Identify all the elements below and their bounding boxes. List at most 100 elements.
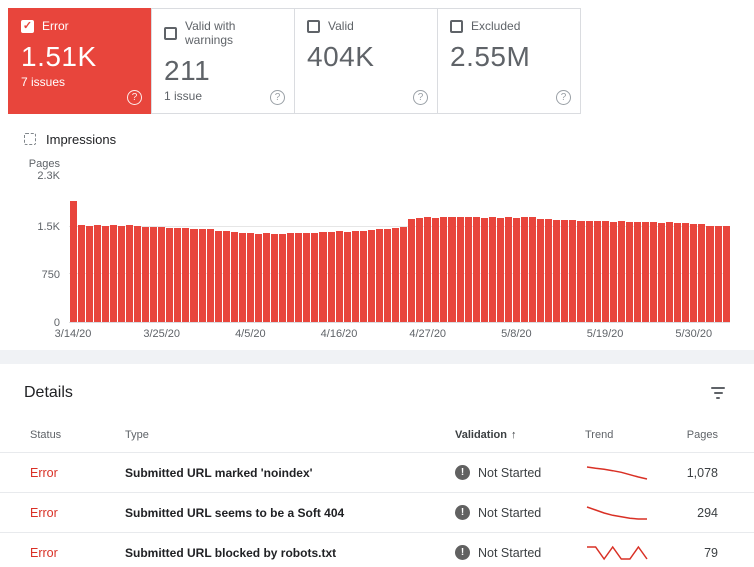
bar[interactable] [214, 230, 222, 322]
bar[interactable] [601, 221, 609, 322]
bar[interactable] [230, 231, 238, 322]
bar[interactable] [504, 217, 512, 322]
card-error[interactable]: ✓ Error 1.51K 7 issues ? [8, 8, 152, 114]
bar[interactable] [553, 219, 561, 322]
bar[interactable] [633, 221, 641, 322]
bar[interactable] [432, 217, 440, 322]
bar[interactable] [85, 225, 93, 322]
valid-warnings-checkbox[interactable] [164, 26, 177, 40]
bar[interactable] [609, 221, 617, 322]
bar[interactable] [698, 223, 706, 322]
bar[interactable] [617, 221, 625, 322]
bar[interactable] [561, 220, 569, 322]
col-header-validation[interactable]: Validation ↑ [455, 429, 517, 441]
bar[interactable] [682, 223, 690, 322]
bar[interactable] [480, 217, 488, 322]
bar[interactable] [714, 225, 722, 322]
excluded-checkbox[interactable] [450, 19, 463, 33]
bar[interactable] [392, 228, 400, 322]
bar[interactable] [198, 229, 206, 322]
bar[interactable] [69, 201, 77, 322]
error-checkbox[interactable]: ✓ [21, 19, 34, 33]
bar[interactable] [706, 226, 714, 322]
bar[interactable] [400, 226, 408, 322]
bar[interactable] [545, 219, 553, 322]
bar[interactable] [246, 233, 254, 322]
bar[interactable] [521, 216, 529, 322]
impressions-toggle[interactable]: Impressions [24, 130, 746, 148]
bar[interactable] [722, 226, 730, 322]
bar[interactable] [456, 216, 464, 322]
bar[interactable] [190, 228, 198, 322]
bar[interactable] [311, 232, 319, 322]
bar[interactable] [142, 227, 150, 322]
bar[interactable] [263, 233, 271, 322]
bar[interactable] [408, 219, 416, 322]
bar[interactable] [448, 216, 456, 322]
bar[interactable] [440, 217, 448, 322]
help-icon[interactable]: ? [270, 90, 285, 105]
card-valid-with-warnings[interactable]: Valid with warnings 211 1 issue ? [151, 8, 295, 114]
bar[interactable] [319, 232, 327, 322]
help-icon[interactable]: ? [127, 90, 142, 105]
bar[interactable] [109, 225, 117, 322]
bar[interactable] [424, 217, 432, 322]
bar[interactable] [690, 223, 698, 322]
bar[interactable] [125, 224, 133, 322]
bar[interactable] [295, 232, 303, 322]
bar[interactable] [416, 217, 424, 322]
bar[interactable] [383, 228, 391, 322]
bar[interactable] [367, 229, 375, 322]
filter-icon[interactable] [708, 384, 728, 402]
bar[interactable] [674, 222, 682, 322]
bar[interactable] [150, 226, 158, 322]
bar[interactable] [271, 234, 279, 322]
valid-checkbox[interactable] [307, 19, 320, 33]
bar[interactable] [496, 217, 504, 322]
bar[interactable] [375, 229, 383, 322]
bar[interactable] [666, 222, 674, 322]
bar[interactable] [182, 228, 190, 322]
bar[interactable] [206, 229, 214, 322]
bar[interactable] [359, 230, 367, 322]
bar[interactable] [158, 227, 166, 322]
bar[interactable] [593, 221, 601, 322]
bar[interactable] [166, 228, 174, 322]
bar[interactable] [77, 224, 85, 322]
bar[interactable] [117, 225, 125, 322]
card-excluded[interactable]: Excluded 2.55M ? [437, 8, 581, 114]
table-row[interactable]: Error Submitted URL seems to be a Soft 4… [0, 492, 754, 532]
bar[interactable] [343, 231, 351, 322]
bar[interactable] [529, 217, 537, 322]
bar[interactable] [641, 222, 649, 322]
bar[interactable] [335, 231, 343, 322]
bar[interactable] [101, 226, 109, 322]
bar[interactable] [488, 217, 496, 322]
bar[interactable] [650, 222, 658, 322]
bar[interactable] [238, 232, 246, 322]
table-row[interactable]: Error Submitted URL blocked by robots.tx… [0, 532, 754, 567]
bar[interactable] [254, 233, 262, 322]
col-header-type[interactable]: Type [125, 429, 149, 441]
bar[interactable] [351, 230, 359, 322]
col-header-trend[interactable]: Trend [585, 429, 614, 441]
table-row[interactable]: Error Submitted URL marked 'noindex' ! N… [0, 452, 754, 492]
bar[interactable] [174, 227, 182, 322]
col-header-pages[interactable]: Pages [686, 429, 718, 441]
bar[interactable] [577, 220, 585, 322]
bar[interactable] [93, 224, 101, 322]
bar[interactable] [658, 222, 666, 322]
bar[interactable] [327, 231, 335, 322]
bar[interactable] [287, 233, 295, 322]
bar[interactable] [585, 221, 593, 322]
bar[interactable] [222, 231, 230, 322]
impressions-checkbox[interactable] [24, 133, 36, 145]
bar[interactable] [537, 218, 545, 322]
bar[interactable] [625, 222, 633, 322]
bar[interactable] [512, 217, 520, 322]
col-header-status[interactable]: Status [30, 429, 62, 441]
bar[interactable] [472, 216, 480, 322]
help-icon[interactable]: ? [556, 90, 571, 105]
bar[interactable] [464, 217, 472, 322]
bar[interactable] [303, 233, 311, 322]
